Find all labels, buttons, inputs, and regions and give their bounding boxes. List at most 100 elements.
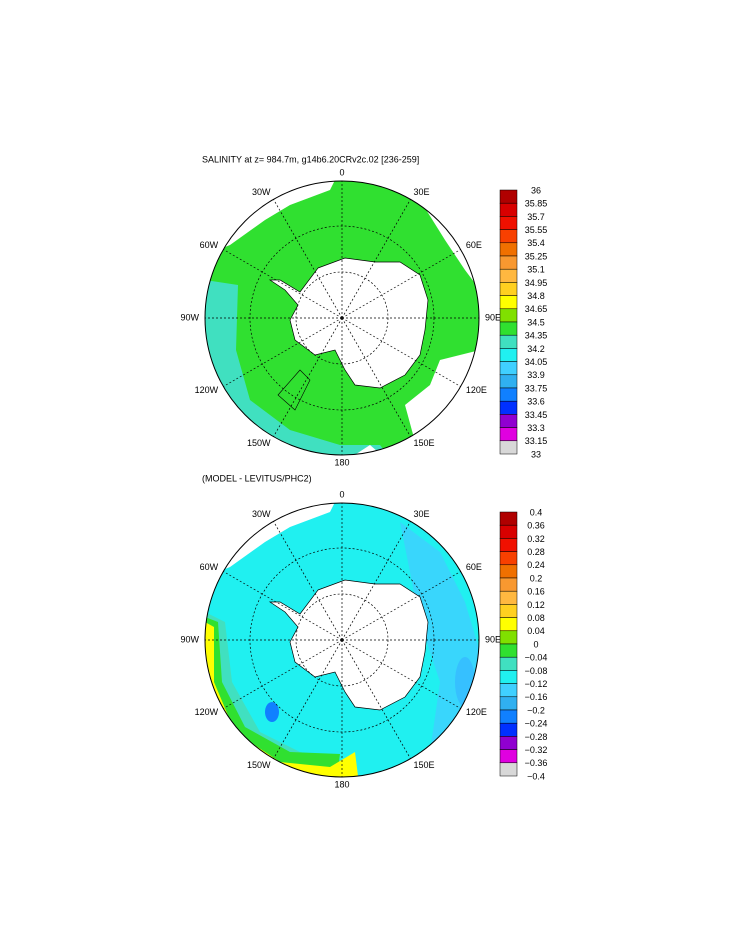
colorbar-box bbox=[499, 374, 518, 389]
colorbar-label: 0.4 bbox=[530, 507, 543, 517]
meridian bbox=[341, 199, 411, 319]
colorbar-label: 0.32 bbox=[527, 534, 545, 544]
colorbar-label: −0.36 bbox=[525, 758, 548, 768]
colorbar-box bbox=[499, 722, 518, 737]
colorbar-label: 34.65 bbox=[525, 304, 548, 314]
colorbar-label: 35.4 bbox=[527, 238, 545, 248]
longitude-label: 150E bbox=[414, 438, 435, 448]
meridian bbox=[223, 317, 343, 387]
longitude-label: 60W bbox=[200, 240, 219, 250]
colorbar-box bbox=[499, 617, 518, 632]
longitude-label: 90E bbox=[485, 634, 501, 644]
map-title: SALINITY at z= 984.7m, g14b6.20CRv2c.02 … bbox=[202, 154, 419, 164]
longitude-label: 120W bbox=[195, 385, 219, 395]
colorbar-label: 33.3 bbox=[527, 423, 545, 433]
meridian bbox=[341, 639, 461, 709]
colorbar-label: −0.4 bbox=[527, 771, 545, 781]
meridian bbox=[273, 639, 343, 759]
colorbar-box bbox=[499, 308, 518, 323]
colorbar-label: 34.05 bbox=[525, 357, 548, 367]
colorbar-box bbox=[499, 216, 518, 230]
meridian bbox=[273, 199, 343, 319]
colorbar-box bbox=[499, 400, 518, 415]
colorbar-box bbox=[499, 590, 518, 605]
colorbar-label: 0.36 bbox=[527, 521, 545, 531]
colorbar-label: 36 bbox=[531, 185, 541, 195]
colorbar-box bbox=[499, 564, 518, 579]
longitude-label: 180 bbox=[334, 457, 349, 467]
meridian bbox=[341, 521, 411, 641]
colorbar-box bbox=[499, 202, 518, 217]
colorbar-label: 34.35 bbox=[525, 331, 548, 341]
colorbar-label: 0.28 bbox=[527, 547, 545, 557]
longitude-label: 30W bbox=[252, 187, 271, 197]
longitude-label: 30W bbox=[252, 509, 271, 519]
colorbar-label: 35.85 bbox=[525, 199, 548, 209]
colorbar-box bbox=[499, 268, 518, 283]
colorbar-box bbox=[499, 321, 518, 336]
colorbar-box bbox=[499, 387, 518, 402]
colorbar-label: 0.12 bbox=[527, 600, 545, 610]
longitude-label: 30E bbox=[414, 187, 430, 197]
colorbar-label: 33.9 bbox=[527, 370, 545, 380]
longitude-label: 30E bbox=[414, 509, 430, 519]
colorbar-label: 0.04 bbox=[527, 626, 545, 636]
longitude-label: 120E bbox=[466, 385, 487, 395]
colorbar-box bbox=[499, 643, 518, 658]
colorbar-box bbox=[499, 255, 518, 270]
colorbar-label: 35.1 bbox=[527, 265, 545, 275]
longitude-label: 120W bbox=[195, 707, 219, 717]
longitude-label: 60W bbox=[200, 562, 219, 572]
meridian bbox=[273, 317, 343, 437]
colorbar-box bbox=[499, 348, 518, 362]
meridian bbox=[273, 521, 343, 641]
meridian bbox=[341, 249, 461, 319]
colorbar-label: 35.25 bbox=[525, 251, 548, 261]
colorbar-box bbox=[499, 440, 518, 455]
longitude-label: 150W bbox=[247, 438, 271, 448]
colorbar-box bbox=[499, 189, 518, 204]
colorbar-label: 0.24 bbox=[527, 560, 545, 570]
colorbar-label: 34.5 bbox=[527, 317, 545, 327]
longitude-label: 180 bbox=[334, 779, 349, 789]
colorbar-box bbox=[499, 762, 518, 777]
colorbar-label: −0.16 bbox=[525, 692, 548, 702]
colorbar-box bbox=[499, 334, 518, 349]
colorbar-label: 33 bbox=[531, 449, 541, 459]
colorbar-box bbox=[499, 295, 518, 310]
longitude-label: 120E bbox=[466, 707, 487, 717]
colorbar-label: 34.2 bbox=[527, 344, 545, 354]
colorbar-label: 34.95 bbox=[525, 278, 548, 288]
colorbar-box bbox=[499, 696, 518, 711]
colorbar-label: −0.28 bbox=[525, 732, 548, 742]
colorbar-box bbox=[499, 604, 518, 618]
colorbar-label: −0.32 bbox=[525, 745, 548, 755]
colorbar-box bbox=[499, 511, 518, 526]
colorbar-box bbox=[499, 538, 518, 552]
colorbar-label: 0.2 bbox=[530, 573, 543, 583]
colorbar-box bbox=[499, 361, 518, 376]
meridian bbox=[341, 571, 461, 641]
colorbar-box bbox=[499, 670, 518, 684]
colorbar-box bbox=[499, 683, 518, 698]
colorbar-box bbox=[499, 427, 518, 442]
colorbar-label: −0.24 bbox=[525, 719, 548, 729]
colorbar-label: 35.7 bbox=[527, 212, 545, 222]
colorbar-label: 33.6 bbox=[527, 397, 545, 407]
colorbar-label: 0.08 bbox=[527, 613, 545, 623]
colorbar-label: −0.04 bbox=[525, 653, 548, 663]
longitude-label: 90W bbox=[180, 634, 199, 644]
colorbar-box bbox=[499, 709, 518, 724]
colorbar-label: 34.8 bbox=[527, 291, 545, 301]
difference-map: (MODEL - LEVITUS/PHC2) 0 30E 60E 90E 120E 150… bbox=[180, 473, 548, 789]
longitude-label: 0 bbox=[339, 489, 344, 499]
map-title: (MODEL - LEVITUS/PHC2) bbox=[202, 473, 312, 483]
colorbar-box bbox=[499, 736, 518, 750]
meridian bbox=[341, 317, 411, 437]
longitude-label: 90E bbox=[485, 312, 501, 322]
colorbar-label: 33.15 bbox=[525, 436, 548, 446]
meridian bbox=[341, 317, 461, 387]
meridian bbox=[341, 639, 411, 759]
colorbar-box bbox=[499, 551, 518, 566]
